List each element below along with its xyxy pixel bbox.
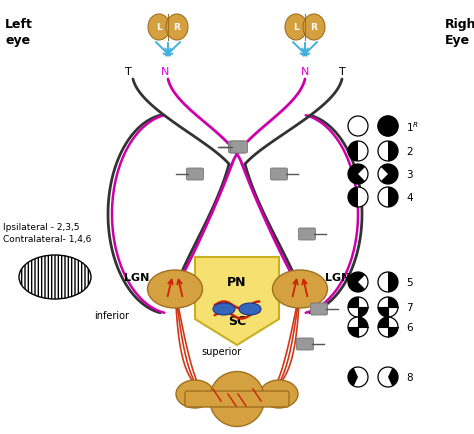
Wedge shape bbox=[348, 327, 358, 337]
Ellipse shape bbox=[166, 15, 188, 41]
Circle shape bbox=[348, 117, 368, 137]
Text: superior: superior bbox=[202, 346, 242, 356]
Circle shape bbox=[378, 367, 398, 387]
Wedge shape bbox=[388, 327, 398, 337]
Ellipse shape bbox=[176, 380, 214, 408]
Text: L: L bbox=[293, 23, 299, 33]
Circle shape bbox=[348, 164, 368, 184]
Text: 4: 4 bbox=[406, 193, 413, 203]
Ellipse shape bbox=[213, 303, 235, 315]
Circle shape bbox=[378, 117, 398, 137]
FancyBboxPatch shape bbox=[271, 169, 288, 181]
Ellipse shape bbox=[285, 15, 307, 41]
Circle shape bbox=[378, 187, 398, 207]
Text: N: N bbox=[161, 67, 169, 77]
Text: Contralateral- 1,4,6: Contralateral- 1,4,6 bbox=[3, 235, 91, 244]
Circle shape bbox=[378, 141, 398, 161]
Wedge shape bbox=[358, 307, 368, 317]
Text: Left
eye: Left eye bbox=[5, 18, 33, 47]
Text: LGN: LGN bbox=[325, 273, 351, 283]
Wedge shape bbox=[381, 164, 398, 184]
Wedge shape bbox=[348, 187, 358, 207]
Ellipse shape bbox=[273, 270, 328, 308]
Wedge shape bbox=[348, 368, 358, 386]
FancyBboxPatch shape bbox=[230, 141, 247, 154]
Circle shape bbox=[348, 297, 368, 317]
Wedge shape bbox=[348, 164, 365, 184]
Text: 5: 5 bbox=[406, 277, 413, 287]
FancyBboxPatch shape bbox=[299, 228, 316, 240]
Circle shape bbox=[348, 273, 368, 293]
Ellipse shape bbox=[148, 15, 170, 41]
Wedge shape bbox=[378, 307, 388, 317]
Circle shape bbox=[348, 187, 368, 207]
FancyBboxPatch shape bbox=[185, 391, 289, 407]
Text: 2: 2 bbox=[406, 147, 413, 157]
Ellipse shape bbox=[210, 372, 264, 427]
Circle shape bbox=[378, 297, 398, 317]
Wedge shape bbox=[348, 141, 358, 161]
Wedge shape bbox=[358, 317, 368, 327]
Circle shape bbox=[378, 164, 398, 184]
Text: T: T bbox=[338, 67, 346, 77]
Text: 6: 6 bbox=[406, 322, 413, 332]
Ellipse shape bbox=[147, 270, 202, 308]
Circle shape bbox=[378, 117, 398, 137]
FancyBboxPatch shape bbox=[186, 169, 203, 181]
Text: R: R bbox=[173, 23, 181, 33]
Text: PN: PN bbox=[227, 275, 247, 288]
Text: T: T bbox=[125, 67, 131, 77]
Text: R: R bbox=[310, 23, 318, 33]
Circle shape bbox=[378, 317, 398, 337]
Wedge shape bbox=[388, 297, 398, 307]
Wedge shape bbox=[388, 273, 398, 293]
Text: Ipsilateral - 2,3,5: Ipsilateral - 2,3,5 bbox=[3, 223, 80, 232]
Circle shape bbox=[348, 141, 368, 161]
Wedge shape bbox=[388, 368, 398, 386]
Circle shape bbox=[378, 273, 398, 293]
Wedge shape bbox=[388, 141, 398, 161]
Text: L: L bbox=[156, 23, 162, 33]
Text: 8: 8 bbox=[406, 372, 413, 382]
Ellipse shape bbox=[303, 15, 325, 41]
Text: inferior: inferior bbox=[94, 310, 129, 320]
Text: N: N bbox=[301, 67, 309, 77]
Wedge shape bbox=[378, 317, 388, 327]
Circle shape bbox=[348, 317, 368, 337]
Text: Right
Eye: Right Eye bbox=[445, 18, 474, 47]
Text: LGN: LGN bbox=[124, 273, 150, 283]
Wedge shape bbox=[388, 187, 398, 207]
Wedge shape bbox=[348, 297, 358, 307]
FancyBboxPatch shape bbox=[297, 338, 313, 350]
Circle shape bbox=[348, 367, 368, 387]
Text: SC: SC bbox=[228, 315, 246, 328]
Wedge shape bbox=[348, 273, 365, 293]
Text: 3: 3 bbox=[406, 170, 413, 180]
FancyBboxPatch shape bbox=[228, 141, 246, 154]
Ellipse shape bbox=[239, 303, 261, 315]
Text: 1$^R$: 1$^R$ bbox=[406, 120, 419, 134]
Ellipse shape bbox=[260, 380, 298, 408]
Polygon shape bbox=[195, 257, 279, 345]
Ellipse shape bbox=[19, 256, 91, 299]
FancyBboxPatch shape bbox=[310, 303, 328, 315]
Text: 7: 7 bbox=[406, 302, 413, 312]
